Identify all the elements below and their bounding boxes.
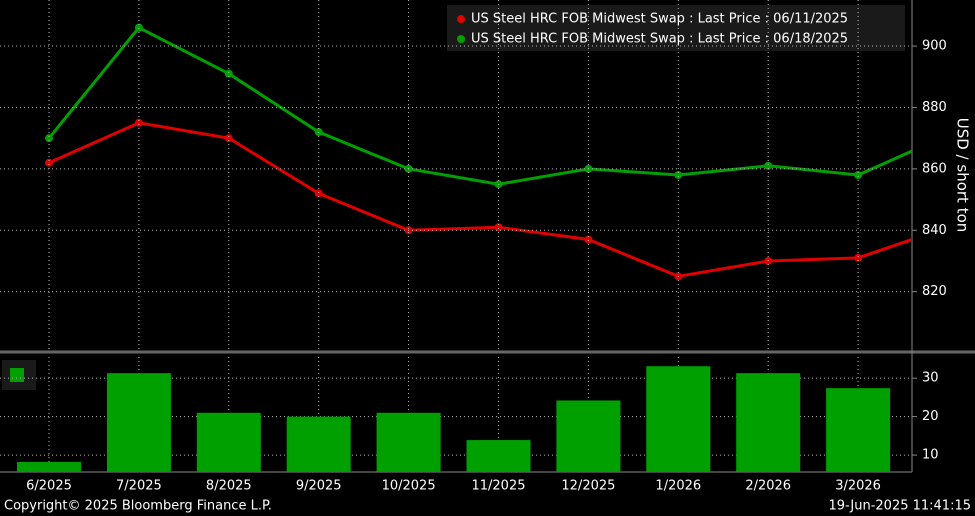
legend-marker: [457, 15, 465, 23]
x-tick-label: 6/2025: [26, 479, 72, 494]
bar: [286, 416, 351, 472]
point: [224, 69, 233, 78]
legend-box: [447, 5, 905, 51]
x-tick-label: 1/2026: [655, 479, 701, 494]
x-tick-label: 11/2025: [471, 479, 525, 494]
x-tick-label: 12/2025: [561, 479, 615, 494]
legend-marker: [457, 35, 465, 43]
point: [224, 134, 233, 143]
point: [45, 158, 53, 167]
x-tick-label: 10/2025: [382, 479, 436, 494]
x-tick-label: 8/2025: [206, 479, 252, 494]
point: [314, 189, 323, 198]
timestamp: 19-Jun-2025 11:41:15: [828, 499, 971, 514]
x-tick-label: 7/2025: [116, 479, 162, 494]
point: [134, 118, 143, 127]
point: [674, 171, 683, 179]
bar: [826, 388, 891, 472]
bar: [17, 462, 81, 472]
bar: [646, 366, 711, 472]
bar: [556, 400, 621, 472]
x-tick-label: 3/2026: [835, 479, 881, 494]
bar: [196, 412, 261, 472]
y-tick-label: 860: [922, 161, 947, 176]
bar-legend-swatch: [10, 368, 24, 382]
bar: [736, 373, 801, 472]
y-tick-label: 10: [922, 448, 939, 463]
point: [134, 23, 143, 32]
y-tick-label: 820: [922, 284, 947, 299]
point: [584, 235, 593, 244]
point: [494, 223, 503, 232]
bar: [466, 440, 531, 472]
x-tick-label: 9/2025: [296, 479, 342, 494]
bar: [376, 412, 441, 472]
bar: [106, 373, 171, 472]
point: [45, 134, 53, 143]
y-tick-label: 20: [922, 409, 939, 424]
y-tick-label: 880: [922, 100, 947, 115]
legend-label: US Steel HRC FOB Midwest Swap : Last Pri…: [471, 32, 848, 47]
point: [764, 161, 773, 170]
y-axis-label: USD / short ton: [954, 118, 972, 233]
copyright: Copyright© 2025 Bloomberg Finance L.P.: [4, 499, 272, 514]
point: [854, 171, 863, 179]
y-tick-label: 840: [922, 223, 947, 238]
y-tick-label: 900: [922, 39, 947, 54]
point: [854, 253, 863, 262]
y-tick-label: 30: [922, 371, 939, 386]
legend-label: US Steel HRC FOB Midwest Swap : Last Pri…: [471, 12, 848, 27]
x-tick-label: 2/2026: [745, 479, 791, 494]
